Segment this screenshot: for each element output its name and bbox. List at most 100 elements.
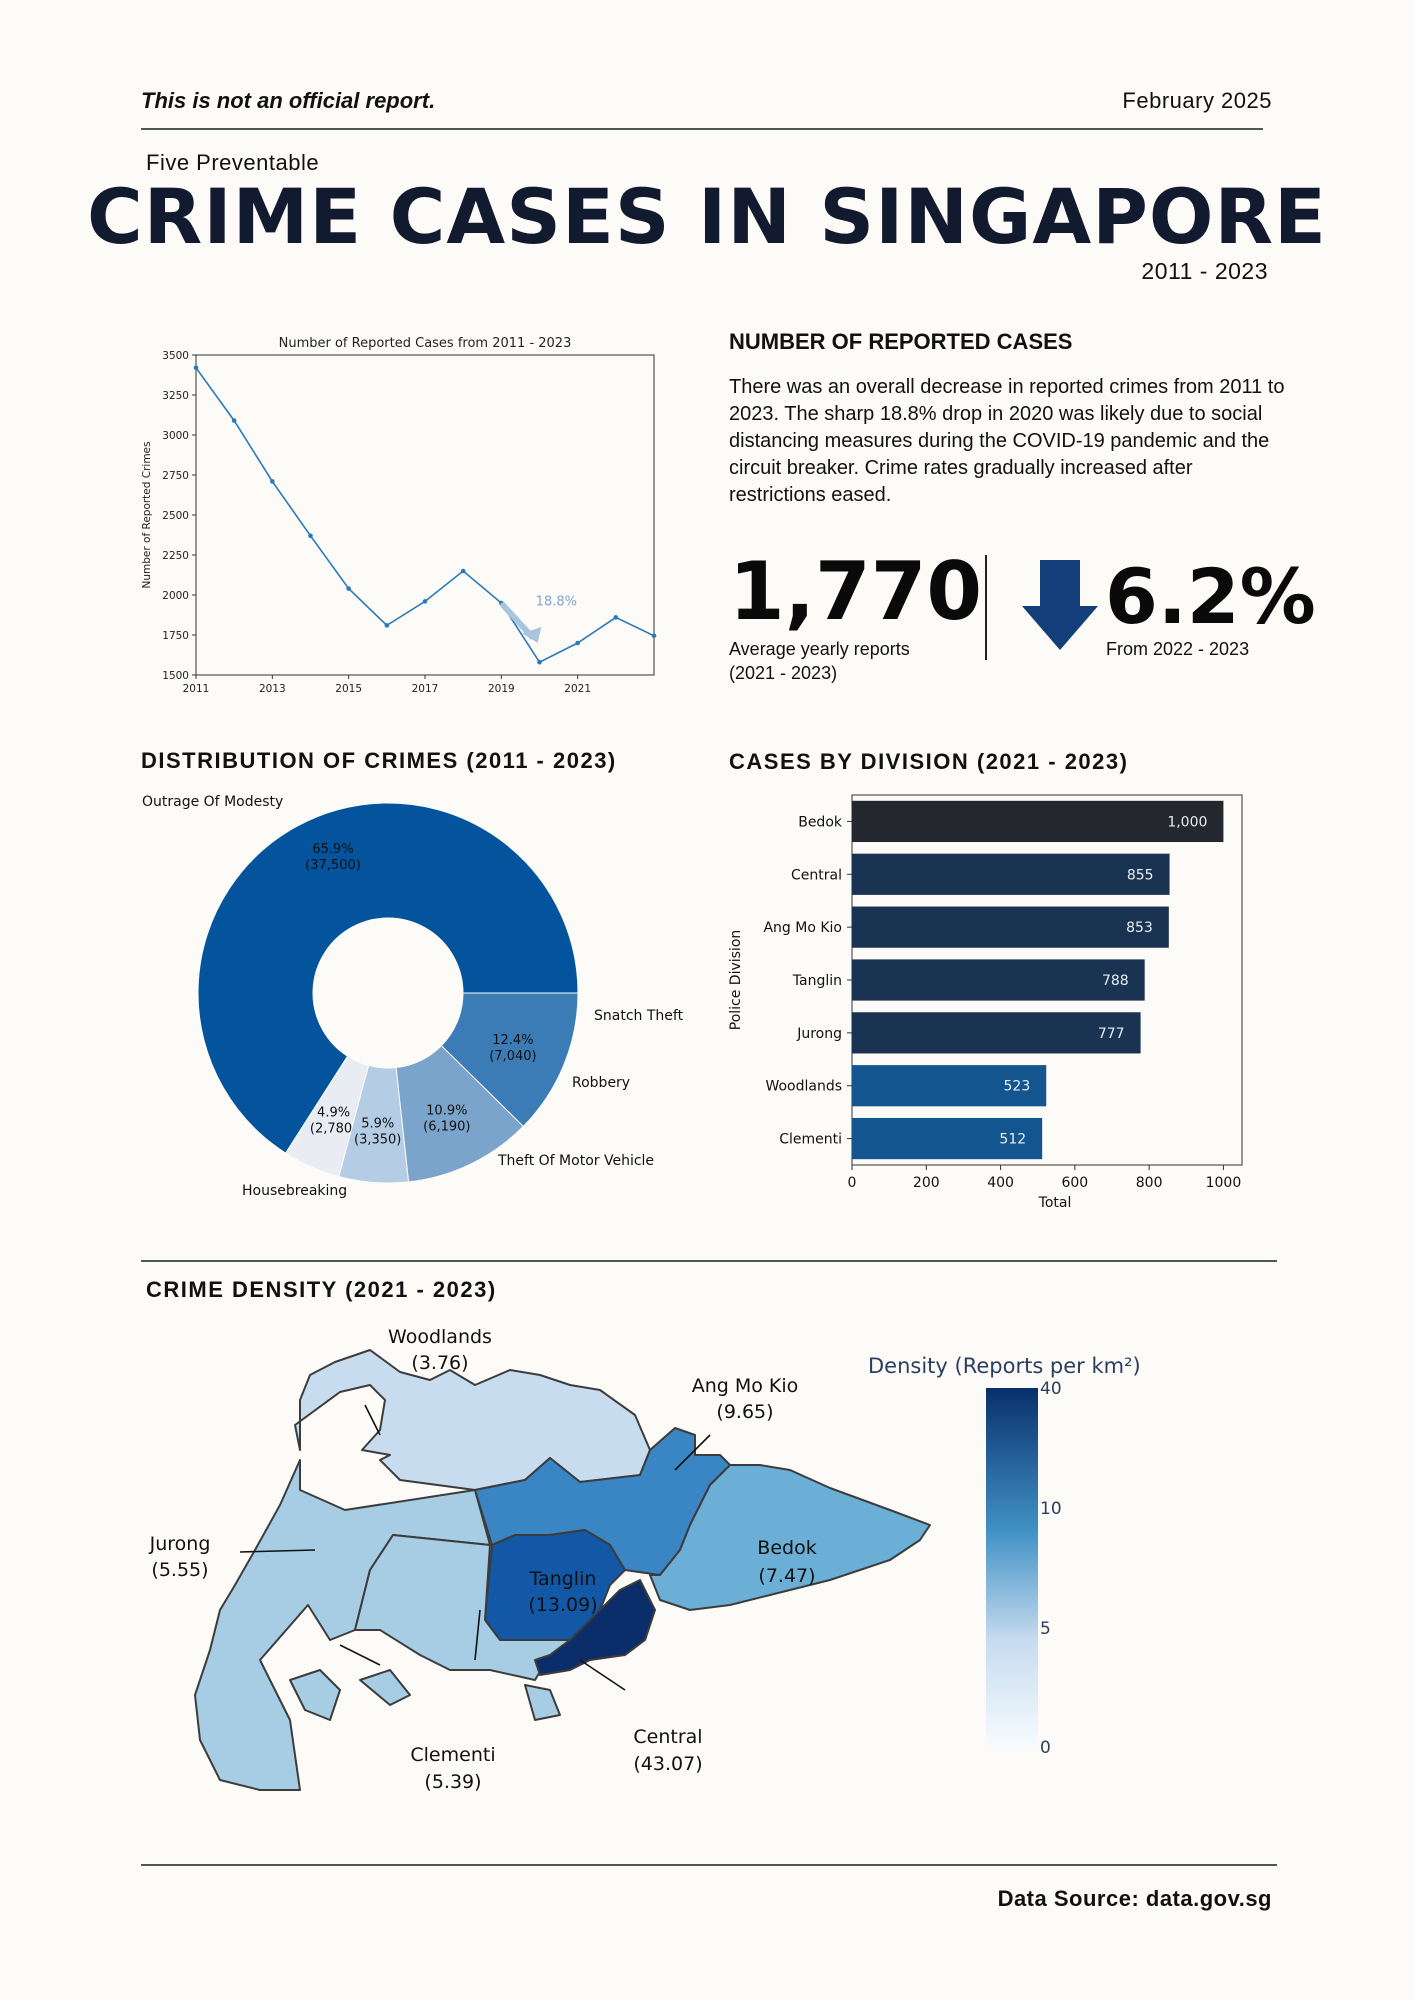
average-reports-label-line1: Average yearly reports [729, 639, 910, 659]
bar-category-label: Ang Mo Kio [763, 920, 842, 936]
change-value: 6.2% [1105, 552, 1316, 641]
page-title: CRIME CASES IN SINGAPORE [87, 172, 1327, 261]
donut-percent-label: 4.9% [317, 1106, 350, 1121]
line-point [270, 479, 275, 484]
bar-x-tick-label: 600 [1061, 1175, 1088, 1191]
map-callout-line [339, 1644, 381, 1666]
map-callout-line [579, 1659, 626, 1691]
donut-percent-label: 5.9% [361, 1117, 394, 1132]
bar-category-label: Bedok [798, 814, 843, 830]
footer-divider [141, 1864, 1277, 1866]
donut-count-label: (6,190) [423, 1120, 470, 1135]
y-tick-label: 1750 [162, 630, 189, 642]
donut-category-label: Theft Of Motor Vehicle [497, 1153, 654, 1169]
change-label: From 2022 - 2023 [1106, 639, 1250, 659]
line-point [346, 586, 351, 591]
bar [852, 800, 1224, 843]
donut-category-label: Outrage Of Modesty [142, 794, 283, 810]
map-region-woodlands [294, 1349, 651, 1491]
map-region-central [534, 1579, 656, 1676]
map-value-central: (43.07) [633, 1753, 702, 1775]
disclaimer-note: This is not an official report. [141, 88, 436, 113]
line-point [651, 633, 657, 639]
map-label-clementi: Clementi [410, 1744, 495, 1766]
map-label-tanglin: Tanglin [529, 1568, 597, 1590]
reported-cases-heading: NUMBER OF REPORTED CASES [729, 329, 1073, 354]
map-callout-line [674, 1434, 711, 1471]
y-tick-label: 3250 [162, 390, 189, 402]
map-region-clementi [354, 1534, 571, 1681]
donut-count-label: (7,040) [489, 1049, 536, 1064]
x-tick-label: 2017 [412, 683, 439, 695]
bar-value-label: 777 [1098, 1026, 1125, 1042]
annotation-arrow [500, 602, 535, 640]
donut-percent-label: 10.9% [426, 1104, 467, 1119]
bar [852, 1117, 1043, 1160]
x-tick-label: 2019 [488, 683, 515, 695]
map-region-jurong [194, 1459, 491, 1791]
scale-tick-5: 5 [1040, 1619, 1051, 1639]
y-tick-label: 1500 [162, 670, 189, 682]
donut-percent-label: 12.4% [492, 1033, 533, 1048]
y-tick-label: 2750 [162, 470, 189, 482]
map-label-ang-mo-kio: Ang Mo Kio [692, 1375, 799, 1397]
division-heading: CASES BY DIVISION (2021 - 2023) [729, 749, 1129, 774]
line-point [422, 599, 428, 604]
map-value-bedok: (7.47) [758, 1565, 815, 1587]
bar-category-label: Central [791, 867, 842, 883]
section-divider [141, 1260, 1277, 1262]
bar-value-label: 1,000 [1167, 814, 1207, 830]
year-range: 2011 - 2023 [1141, 258, 1268, 284]
density-legend-title: Density (Reports per km²) [868, 1354, 1141, 1378]
scale-tick-10: 10 [1040, 1499, 1062, 1519]
line-point [575, 640, 580, 646]
map-label-bedok: Bedok [757, 1537, 816, 1559]
donut-category-label: Housebreaking [242, 1183, 347, 1199]
reported-cases-body: There was an overall decrease in reporte… [729, 376, 1285, 506]
donut-slice [197, 802, 579, 1154]
bar-category-label: Jurong [796, 1026, 842, 1042]
map-label-jurong: Jurong [149, 1533, 211, 1555]
line-series [195, 367, 655, 664]
line-annotation-label: 18.8% [536, 594, 577, 609]
bar-category-label: Woodlands [765, 1079, 842, 1095]
stat-divider [985, 555, 987, 660]
bar-x-tick-label: 1000 [1206, 1175, 1242, 1191]
map-callout-line [364, 1404, 381, 1436]
donut-chart: 65.9%(37,500) 4.9%(2,780) 5.9%(3,350) 10.9%… [142, 794, 684, 1199]
map-value-woodlands: (3.76) [411, 1352, 468, 1374]
bar-x-tick-label: 800 [1136, 1175, 1163, 1191]
scale-tick-0: 0 [1040, 1738, 1051, 1758]
y-tick-label: 2250 [162, 550, 189, 562]
line-point [384, 623, 390, 628]
bar-x-tick-label: 0 [848, 1175, 857, 1191]
donut-percent-label: 65.9% [312, 842, 353, 857]
header-divider [141, 128, 1263, 130]
map-value-ang-mo-kio: (9.65) [716, 1401, 773, 1423]
line-point [231, 418, 237, 423]
donut-count-label: (2,780) [310, 1122, 357, 1137]
bar-value-label: 855 [1127, 867, 1154, 883]
annotation-arrowhead [522, 627, 542, 643]
donut-slice [440, 992, 579, 1128]
title-kicker: Five Preventable [146, 150, 320, 175]
bar-category-label: Clementi [779, 1132, 842, 1148]
line-point [308, 533, 313, 539]
map-value-tanglin: (13.09) [528, 1594, 597, 1616]
density-heading: CRIME DENSITY (2021 - 2023) [146, 1277, 497, 1302]
y-tick-label: 3000 [162, 430, 189, 442]
average-reports-label: Average yearly reports (2021 - 2023) [729, 637, 910, 685]
data-source: Data Source: data.gov.sg [997, 1886, 1272, 1911]
x-tick-label: 2015 [335, 683, 362, 695]
line-point [193, 365, 199, 371]
density-color-scale [986, 1388, 1038, 1748]
bar-value-label: 523 [1004, 1079, 1031, 1095]
map-callout-line [239, 1549, 316, 1553]
donut-count-label: (37,500) [305, 858, 361, 873]
y-tick-label: 2500 [162, 510, 189, 522]
line-chart-ylabel: Number of Reported Crimes [141, 442, 153, 589]
line-chart-title: Number of Reported Cases from 2011 - 202… [279, 336, 572, 351]
donut-category-label: Robbery [572, 1075, 630, 1091]
line-point [613, 615, 619, 620]
scale-tick-40: 40 [1040, 1379, 1062, 1399]
